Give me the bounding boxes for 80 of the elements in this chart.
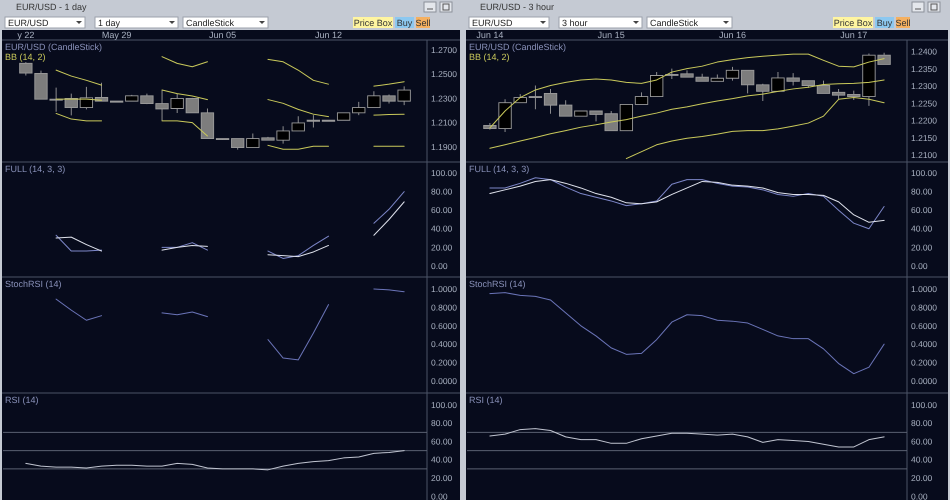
chart-title: RSI (14) xyxy=(5,395,39,405)
y-tick-label: 1.2500 xyxy=(431,69,458,80)
y-tick-label: 1.2300 xyxy=(431,93,458,104)
y-tick-label: 0.2000 xyxy=(431,358,458,368)
x-tick-label: Jun 05 xyxy=(209,30,236,40)
chart-title: StochRSI (14) xyxy=(5,279,62,289)
text: CandleStick xyxy=(650,18,699,28)
text: Buy xyxy=(876,18,893,28)
y-tick-label: 0.00 xyxy=(911,260,928,271)
y-tick-label: 1.1900 xyxy=(431,142,458,152)
text: EUR/USD xyxy=(472,18,514,28)
text: Sell xyxy=(895,18,911,28)
text: Price Box xyxy=(834,18,873,28)
y-tick-label: 1.2150 xyxy=(911,132,938,143)
x-tick-label: May 29 xyxy=(102,30,132,40)
y-tick-label: 60.00 xyxy=(911,436,933,446)
y-tick-label: 80.00 xyxy=(431,186,453,197)
chart-title: RSI (14) xyxy=(469,395,503,405)
y-tick-label: 80.00 xyxy=(911,418,933,428)
y-tick-label: 100.00 xyxy=(431,400,458,410)
x-tick-label: Jun 15 xyxy=(598,30,625,40)
y-tick-label: 100.00 xyxy=(911,168,938,178)
text: Sell xyxy=(415,18,431,28)
y-tick-label: 40.00 xyxy=(911,224,933,234)
text: Buy xyxy=(396,18,413,28)
y-tick-label: 0.00 xyxy=(431,260,448,271)
y-tick-label: 1.2400 xyxy=(911,46,938,57)
y-tick-label: 20.00 xyxy=(911,242,933,252)
y-tick-label: 60.00 xyxy=(431,205,453,216)
y-tick-label: 0.6000 xyxy=(431,320,458,331)
y-tick-label: 40.00 xyxy=(911,454,933,465)
y-tick-label: 1.2250 xyxy=(911,98,938,108)
y-tick-label: 1.2100 xyxy=(431,118,458,128)
y-tick-label: 0.00 xyxy=(911,491,928,500)
y-tick-label: 0.8000 xyxy=(911,302,938,312)
x-tick-label: Jun 14 xyxy=(476,30,504,40)
chart-title: FULL (14, 3, 3) xyxy=(469,164,530,174)
text: BB (14, 2) xyxy=(5,52,46,62)
x-tick-label: Jun 17 xyxy=(840,30,868,40)
y-tick-label: 40.00 xyxy=(431,224,453,234)
y-tick-label: 20.00 xyxy=(911,473,933,484)
text: Price Box xyxy=(354,18,393,28)
text: EUR/USD - 1 day xyxy=(16,2,88,12)
chart-title: StochRSI (14) xyxy=(469,279,526,289)
text: BB (14, 2) xyxy=(469,52,510,62)
y-tick-label: 100.00 xyxy=(911,400,938,410)
text: 1 day xyxy=(98,18,121,28)
y-tick-label: 0.00 xyxy=(431,491,448,500)
y-tick-label: 1.2700 xyxy=(431,45,458,56)
text: EUR/USD xyxy=(8,18,50,28)
chart-title: EUR/USD (CandleStick) xyxy=(469,42,566,52)
y-tick-label: 1.0000 xyxy=(911,284,938,294)
text: 3 hour xyxy=(562,18,588,28)
chart-title: EUR/USD (CandleStick) xyxy=(5,42,102,52)
y-tick-label: 0.0000 xyxy=(911,376,938,386)
y-tick-label: 0.6000 xyxy=(911,320,938,331)
y-tick-label: 0.0000 xyxy=(431,376,458,386)
y-tick-label: 0.2000 xyxy=(911,358,938,368)
y-tick-label: 60.00 xyxy=(431,436,453,446)
x-tick-label: y 22 xyxy=(17,30,34,40)
y-tick-label: 1.2100 xyxy=(911,150,938,160)
x-tick-label: Jun 12 xyxy=(314,30,342,40)
chart-title: FULL (14, 3, 3) xyxy=(5,164,66,174)
y-tick-label: 1.2300 xyxy=(911,81,938,92)
y-tick-label: 0.4000 xyxy=(911,339,938,350)
y-tick-label: 80.00 xyxy=(431,418,453,428)
text: CandleStick xyxy=(186,18,235,28)
y-tick-label: 80.00 xyxy=(911,186,933,197)
y-tick-label: 1.2350 xyxy=(911,64,938,74)
y-tick-label: 0.8000 xyxy=(431,302,458,312)
y-tick-label: 0.4000 xyxy=(431,339,458,350)
x-tick-label: Jun 16 xyxy=(718,30,746,40)
y-tick-label: 40.00 xyxy=(431,454,453,465)
y-tick-label: 1.0000 xyxy=(431,284,458,294)
y-tick-label: 20.00 xyxy=(431,473,453,484)
y-tick-label: 60.00 xyxy=(911,205,933,216)
text: EUR/USD - 3 hour xyxy=(480,2,554,12)
y-tick-label: 100.00 xyxy=(431,168,458,178)
y-tick-label: 1.2200 xyxy=(911,116,938,126)
y-tick-label: 20.00 xyxy=(431,242,453,252)
